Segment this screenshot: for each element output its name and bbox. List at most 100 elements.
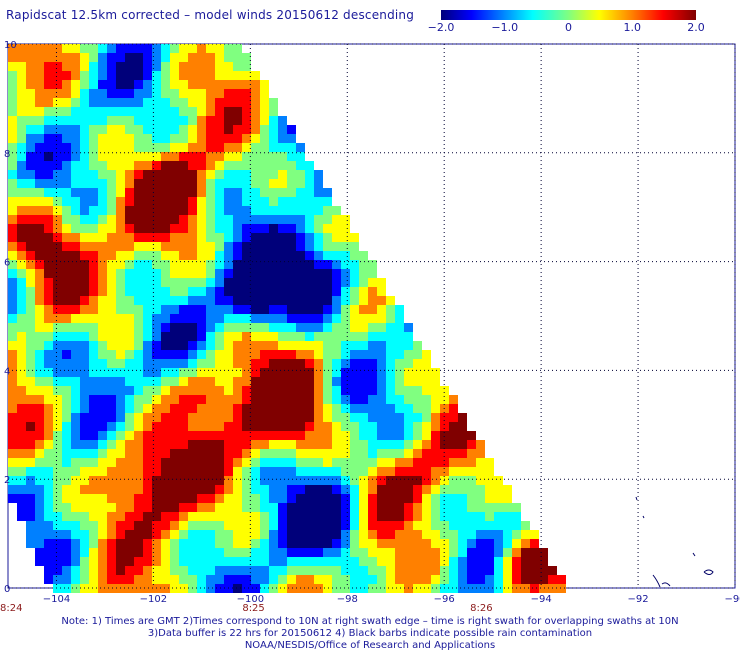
data-cell [251, 170, 260, 179]
data-cell [152, 197, 161, 206]
data-cell [134, 359, 143, 368]
data-cell [98, 89, 107, 98]
data-cell [89, 323, 98, 332]
data-cell [422, 449, 431, 458]
data-cell [17, 251, 26, 260]
data-cell [287, 269, 296, 278]
data-cell [251, 395, 260, 404]
data-cell [17, 206, 26, 215]
data-cell [107, 368, 116, 377]
data-cell [305, 539, 314, 548]
data-cell [188, 188, 197, 197]
data-cell [17, 377, 26, 386]
data-cell [8, 494, 17, 503]
data-cell [260, 314, 269, 323]
data-cell [35, 197, 44, 206]
data-cell [152, 125, 161, 134]
data-cell [188, 368, 197, 377]
data-cell [251, 215, 260, 224]
data-cell [134, 107, 143, 116]
data-cell [386, 476, 395, 485]
data-cell [233, 251, 242, 260]
data-cell [413, 476, 422, 485]
data-cell [107, 179, 116, 188]
data-cell [98, 224, 107, 233]
data-cell [467, 467, 476, 476]
data-cell [26, 440, 35, 449]
data-cell [305, 305, 314, 314]
data-cell [512, 566, 521, 575]
data-cell [170, 503, 179, 512]
data-cell [233, 89, 242, 98]
data-cell [89, 161, 98, 170]
data-cell [197, 395, 206, 404]
data-cell [359, 305, 368, 314]
data-cell [251, 89, 260, 98]
data-cell [152, 530, 161, 539]
data-cell [269, 107, 278, 116]
data-cell [269, 161, 278, 170]
data-cell [485, 584, 494, 593]
data-cell [116, 413, 125, 422]
data-cell [449, 548, 458, 557]
data-cell [422, 350, 431, 359]
data-cell [107, 404, 116, 413]
data-cell [35, 323, 44, 332]
data-cell [26, 170, 35, 179]
data-cell [215, 134, 224, 143]
data-cell [278, 233, 287, 242]
data-cell [359, 431, 368, 440]
data-cell [395, 431, 404, 440]
data-cell [215, 251, 224, 260]
data-cell [341, 305, 350, 314]
data-cell [125, 476, 134, 485]
data-cell [179, 548, 188, 557]
data-cell [287, 197, 296, 206]
data-cell [404, 485, 413, 494]
data-cell [44, 296, 53, 305]
data-cell [161, 350, 170, 359]
data-cell [197, 134, 206, 143]
data-cell [278, 557, 287, 566]
data-cell [80, 44, 89, 53]
data-cell [116, 233, 125, 242]
data-cell [116, 530, 125, 539]
data-cell [440, 575, 449, 584]
data-cell [197, 125, 206, 134]
data-cell [107, 422, 116, 431]
data-cell [197, 98, 206, 107]
data-cell [161, 359, 170, 368]
data-cell [44, 152, 53, 161]
data-cell [170, 458, 179, 467]
data-cell [26, 143, 35, 152]
data-cell [440, 494, 449, 503]
data-cell [71, 125, 80, 134]
data-cell [251, 386, 260, 395]
data-cell [242, 539, 251, 548]
data-cell [449, 503, 458, 512]
data-cell [179, 566, 188, 575]
data-cell [35, 143, 44, 152]
data-cell [206, 566, 215, 575]
data-cell [521, 566, 530, 575]
data-cell [143, 395, 152, 404]
data-cell [161, 431, 170, 440]
data-cell [116, 53, 125, 62]
data-cell [89, 440, 98, 449]
data-cell [233, 44, 242, 53]
data-cell [71, 395, 80, 404]
data-cell [539, 557, 548, 566]
data-cell [170, 161, 179, 170]
data-cell [224, 125, 233, 134]
data-cell [467, 575, 476, 584]
data-cell [197, 197, 206, 206]
data-cell [188, 80, 197, 89]
data-cell [260, 350, 269, 359]
data-cell [44, 107, 53, 116]
data-cell [26, 305, 35, 314]
data-cell [89, 503, 98, 512]
data-cell [116, 494, 125, 503]
data-cell [233, 440, 242, 449]
data-cell [413, 449, 422, 458]
data-cell [134, 458, 143, 467]
